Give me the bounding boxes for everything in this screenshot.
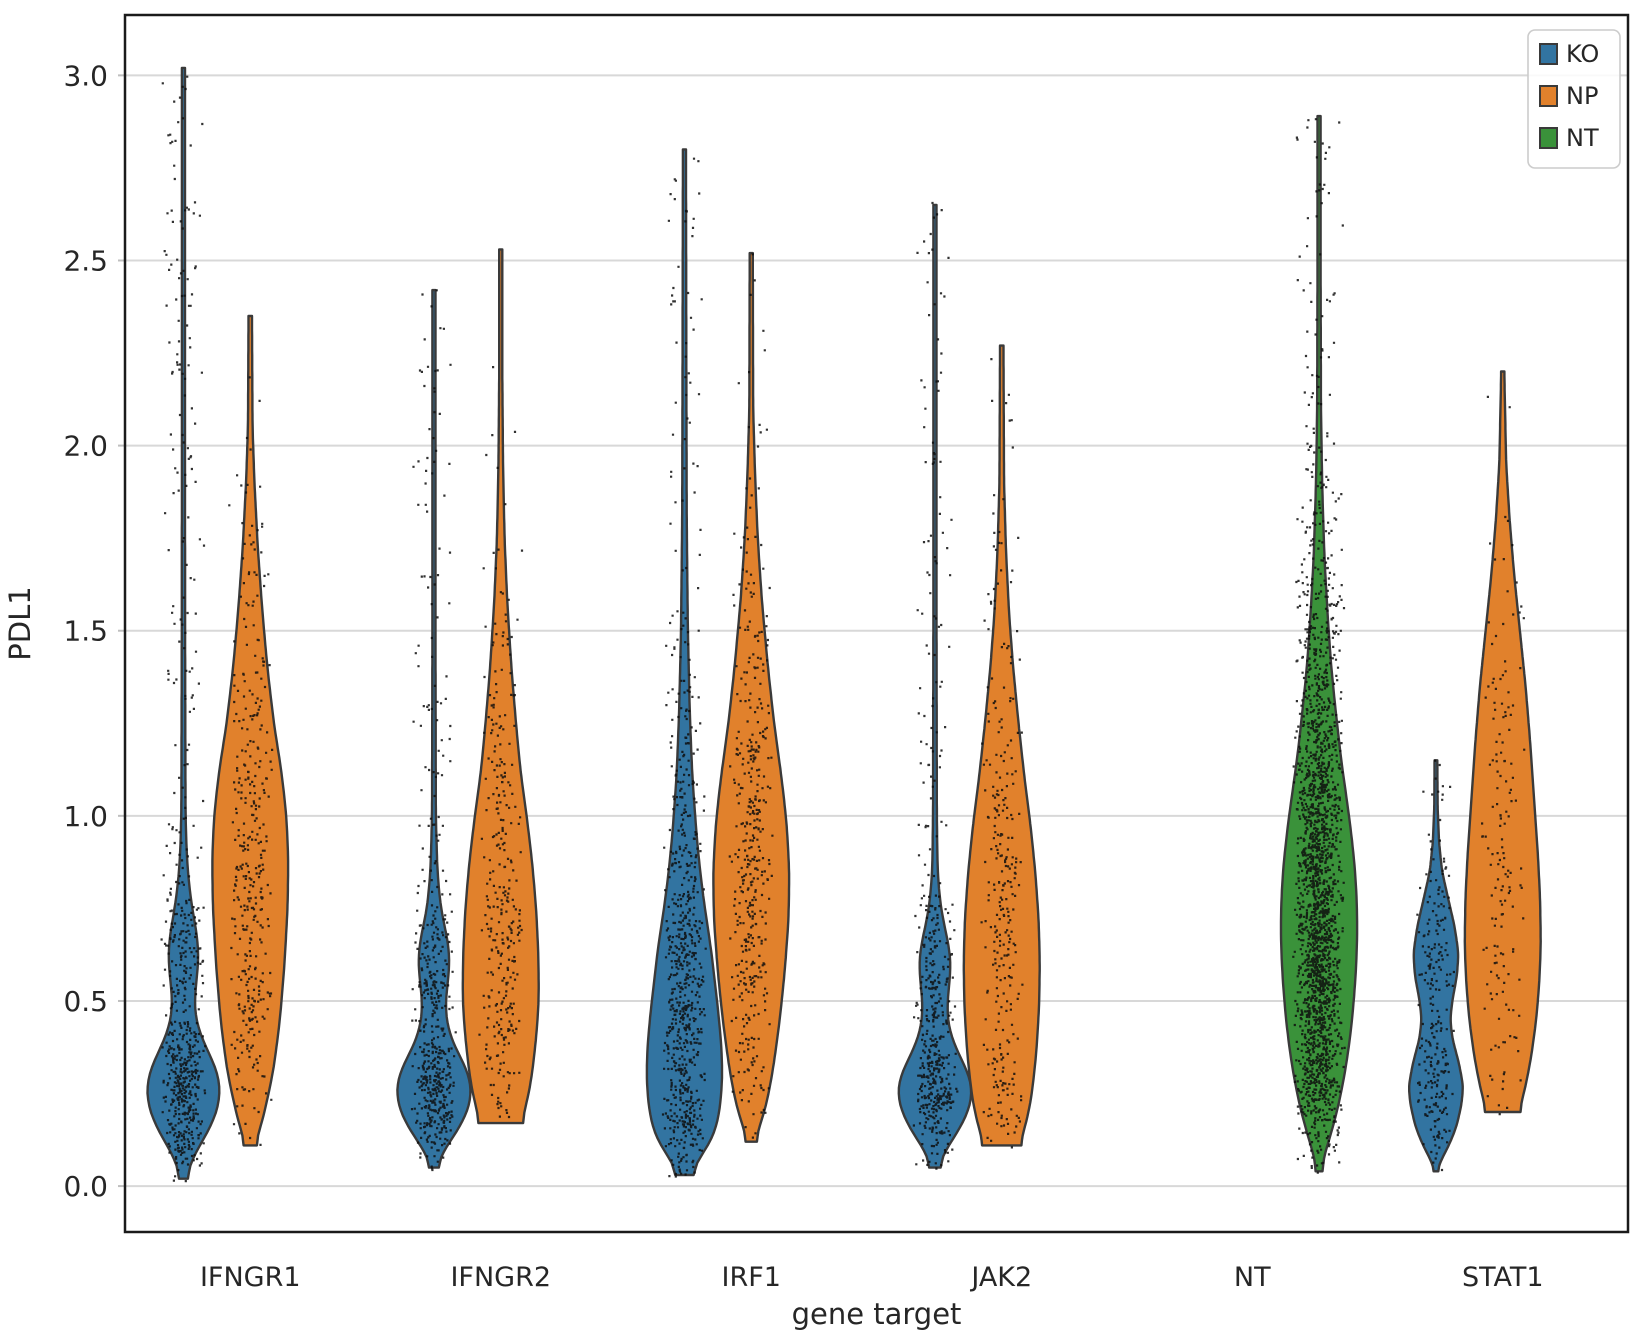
violin-nt-nt [1279,114,1359,1173]
y-tick-label: 0.5 [63,985,108,1018]
x-tick-labels: IFNGR1 IFNGR2 IRF1 JAK2 NT STAT1 [200,1262,1544,1293]
violin-ifngr2-np [461,248,540,1125]
legend: KO NP NT [1527,29,1621,169]
legend-swatch-np [1539,85,1558,107]
y-tick-label: 3.0 [63,59,108,92]
y-tick-label: 0.0 [63,1170,108,1203]
x-tick-label: NT [1234,1262,1271,1293]
violin-irf1-np [712,251,791,1143]
y-tick-label: 2.0 [63,430,108,463]
gridlines [118,74,1628,1188]
x-tick-label: IRF1 [722,1262,781,1293]
x-axis-label: gene target [792,1297,962,1331]
legend-label-ko: KO [1566,40,1599,68]
x-tick-label: IFNGR1 [200,1262,301,1293]
legend-swatch-ko [1539,43,1558,65]
y-tick-label: 2.5 [63,244,108,277]
x-tick-label: IFNGR2 [450,1262,551,1293]
dots-ifngr1-ko [160,75,207,1183]
dots-irf1-np [728,253,774,1139]
x-tick-label: JAK2 [969,1262,1032,1293]
legend-label-np: NP [1566,82,1598,110]
violin-jak2-ko [897,203,973,1169]
violin-jak2-np [962,344,1041,1147]
violin-ifngr2-ko [396,288,472,1169]
violin-ifngr1-np [211,314,290,1147]
strip-dots [160,75,1526,1183]
dots-irf1-ko [661,157,707,1178]
y-tick-label: 1.5 [63,615,108,648]
y-tick-labels: 0.0 0.5 1.0 1.5 2.0 2.5 3.0 [63,59,108,1203]
y-axis-label: PDL1 [3,586,37,660]
x-tick-label: STAT1 [1462,1262,1544,1293]
y-tick-label: 1.0 [63,800,108,833]
legend-label-nt: NT [1566,124,1599,152]
legend-swatch-nt [1539,127,1558,149]
violin-ifngr1-ko [146,66,221,1180]
dots-ifngr2-np [478,366,524,1119]
axes-spines [123,13,1630,1234]
